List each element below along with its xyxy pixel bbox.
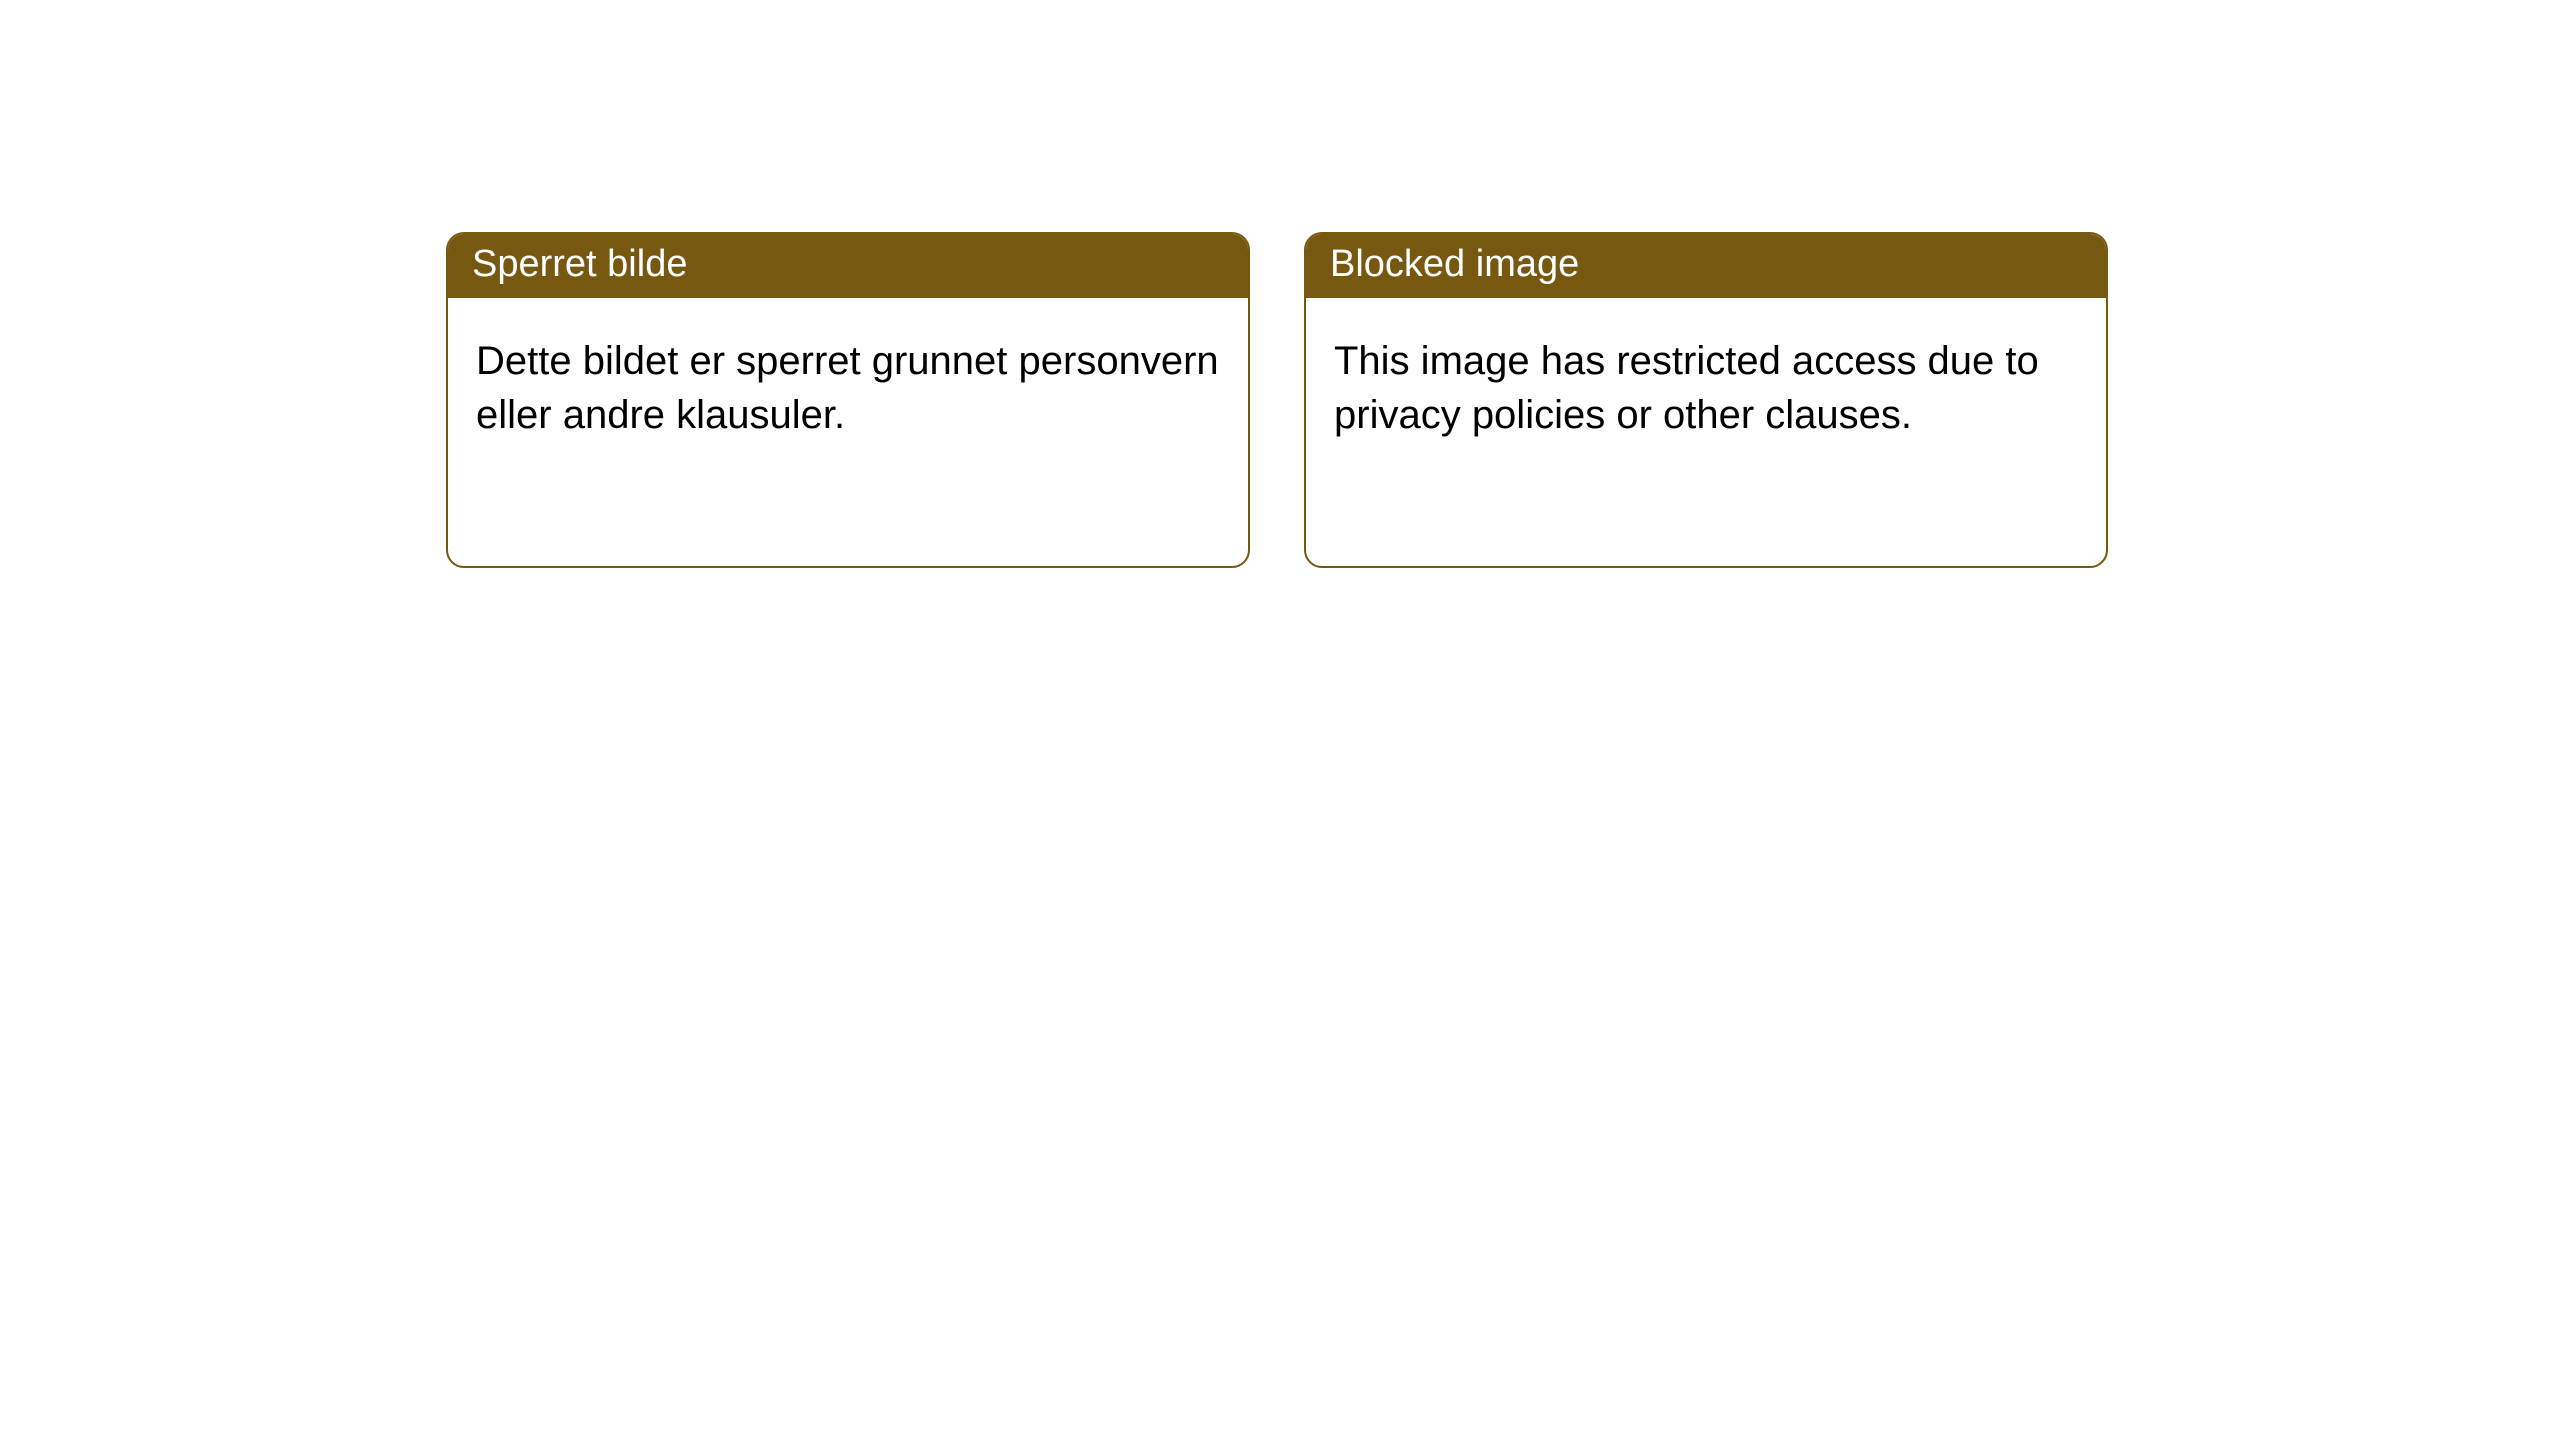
notice-card-title: Sperret bilde	[448, 234, 1248, 298]
notice-cards-row: Sperret bilde Dette bildet er sperret gr…	[0, 0, 2560, 568]
notice-card-body: Dette bildet er sperret grunnet personve…	[448, 298, 1248, 478]
notice-card-body: This image has restricted access due to …	[1306, 298, 2106, 478]
notice-card-english: Blocked image This image has restricted …	[1304, 232, 2108, 568]
notice-card-norwegian: Sperret bilde Dette bildet er sperret gr…	[446, 232, 1250, 568]
notice-card-title: Blocked image	[1306, 234, 2106, 298]
